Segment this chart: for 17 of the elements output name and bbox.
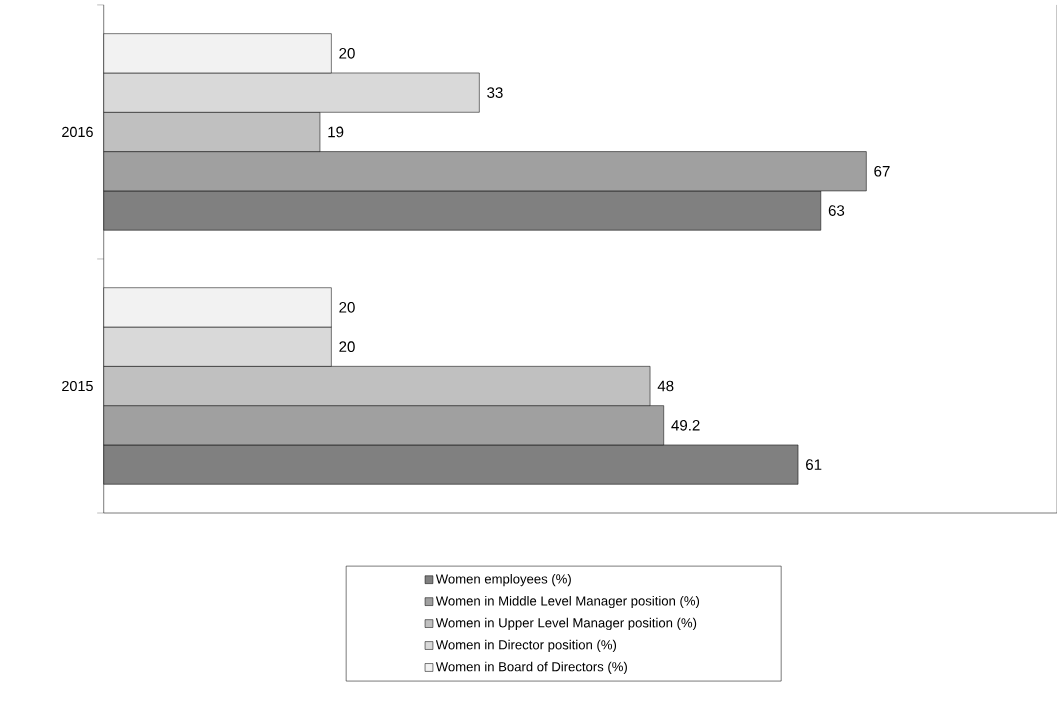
legend-label: Women in Middle Level Manager position (%) <box>435 596 700 609</box>
data-label: 63 <box>828 205 845 217</box>
legend-label: Women in Upper Level Manager position (%) <box>435 618 697 631</box>
data-label: 48 <box>657 380 674 392</box>
data-label: 20 <box>339 48 355 59</box>
y-tick-label: 2015 <box>62 381 93 392</box>
data-label: 20 <box>339 302 355 313</box>
data-label: 33 <box>487 87 503 99</box>
data-label: 19 <box>328 126 344 138</box>
data-label: 20 <box>339 341 355 353</box>
y-tick-label: 2016 <box>62 127 93 138</box>
legend-label: Women in Director position (%) <box>435 640 617 653</box>
data-label: 49.2 <box>671 420 700 431</box>
legend-label: Women employees (%) <box>435 574 571 587</box>
data-label: 61 <box>806 459 822 471</box>
legend-label: Women in Board of Directors (%) <box>435 662 627 675</box>
data-label: 67 <box>874 166 890 177</box>
